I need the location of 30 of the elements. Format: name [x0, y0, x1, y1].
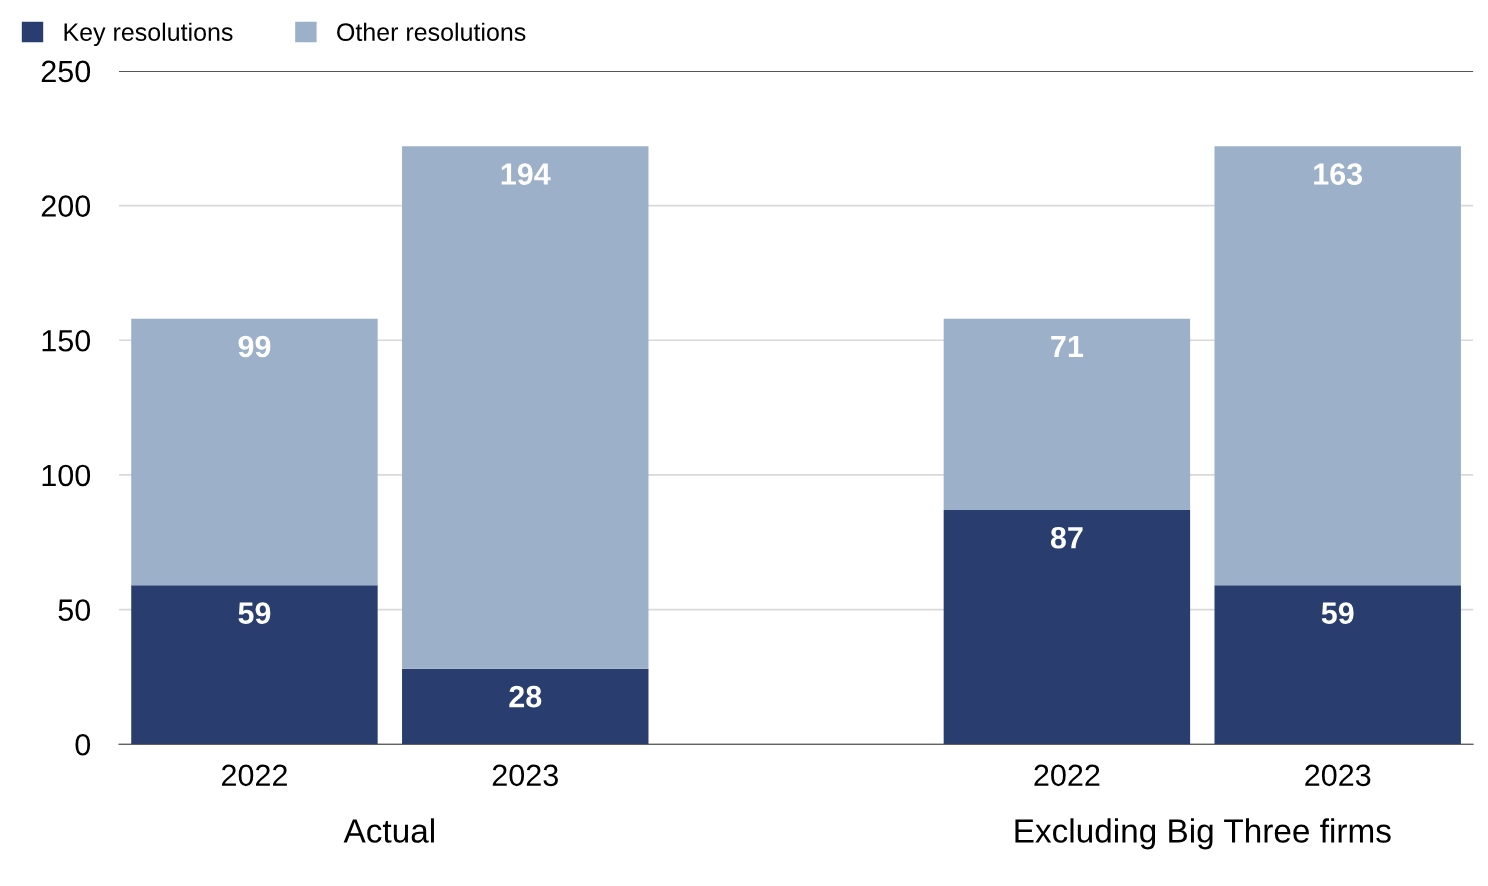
bar [402, 146, 649, 669]
bar [943, 509, 1191, 745]
bar [1214, 146, 1461, 586]
bar [943, 318, 1191, 510]
data-label: 28 [509, 685, 542, 708]
x-tick-label: 2022 [222, 764, 287, 787]
text: Actual [343, 818, 434, 843]
data-label: 59 [238, 602, 271, 624]
y-tick-label: 250 [41, 60, 91, 83]
y-tick-label: 0 [75, 733, 91, 756]
bar [1214, 585, 1461, 745]
bar [402, 668, 649, 745]
legend-label: Other resolutions [337, 22, 526, 41]
data-label: 87 [1050, 526, 1083, 549]
data-label: 194 [501, 163, 551, 185]
x-tick-label: 2022 [1034, 764, 1100, 787]
bar [131, 585, 378, 745]
data-label: 59 [1321, 602, 1354, 624]
bar [131, 318, 378, 586]
data-label: 99 [238, 335, 271, 358]
x-tick-label: 2023 [1305, 764, 1371, 787]
text: Excluding Big Three firms [1015, 818, 1391, 850]
legend-label: Key resolutions [64, 22, 233, 46]
y-tick-label: 50 [58, 599, 91, 621]
y-tick-label: 200 [41, 195, 91, 217]
y-tick-label: 100 [42, 464, 91, 487]
data-label: 163 [1314, 163, 1363, 185]
data-label: 71 [1051, 335, 1084, 357]
x-tick-label: 2023 [492, 764, 558, 787]
y-tick-label: 150 [42, 329, 91, 352]
